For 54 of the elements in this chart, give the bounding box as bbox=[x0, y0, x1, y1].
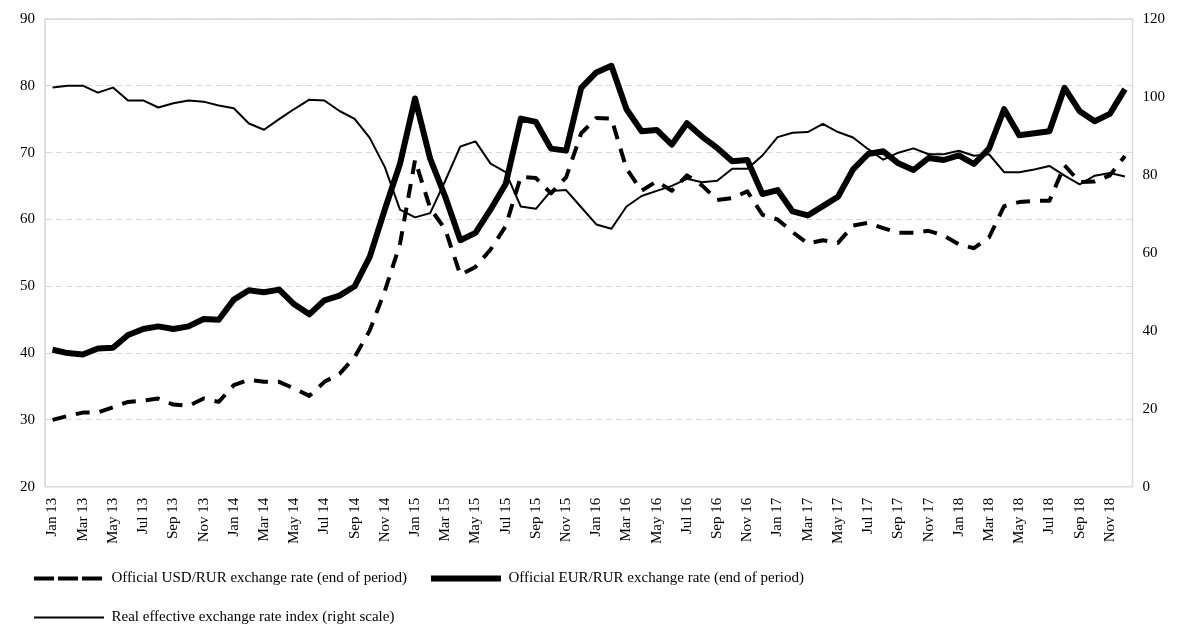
y-tick-label: 60 bbox=[20, 210, 35, 227]
x-tick-label: Jul 17 bbox=[859, 497, 876, 535]
x-tick-label: Jan 13 bbox=[43, 497, 60, 537]
x-tick-label: Jul 15 bbox=[496, 497, 513, 535]
x-tick-label: Jan 18 bbox=[949, 497, 966, 537]
x-tick-label: Mar 16 bbox=[617, 497, 634, 542]
x-tick-label: Sep 16 bbox=[708, 497, 725, 539]
y-tick-label: 80 bbox=[20, 76, 35, 93]
legend-label: Official EUR/RUR exchange rate (end of period) bbox=[508, 569, 804, 587]
y2-tick-label: 80 bbox=[1142, 165, 1158, 182]
x-tick-label: Nov 17 bbox=[919, 497, 936, 543]
x-tick-label: Sep 15 bbox=[526, 497, 543, 539]
x-tick-label: Mar 17 bbox=[798, 497, 815, 542]
x-tick-label: Jan 15 bbox=[405, 497, 422, 537]
y-tick-label: 70 bbox=[20, 143, 35, 160]
x-tick-label: May 14 bbox=[285, 497, 302, 544]
y2-tick-label: 60 bbox=[1142, 243, 1158, 260]
x-tick-label: Mar 15 bbox=[436, 497, 453, 542]
x-tick-label: May 13 bbox=[103, 497, 120, 544]
legend-label: Official USD/RUR exchange rate (end of period) bbox=[111, 569, 407, 587]
y2-tick-label: 20 bbox=[1142, 399, 1158, 416]
x-tick-label: Nov 18 bbox=[1100, 497, 1117, 543]
x-tick-label: Mar 18 bbox=[979, 497, 996, 542]
x-tick-label: Nov 14 bbox=[375, 497, 392, 543]
x-tick-label: Nov 15 bbox=[557, 497, 574, 543]
y-tick-label: 50 bbox=[20, 277, 35, 294]
y-tick-label: 30 bbox=[20, 410, 35, 427]
x-tick-label: Jul 13 bbox=[134, 497, 151, 535]
y2-tick-label: 40 bbox=[1142, 321, 1158, 338]
x-tick-label: Sep 13 bbox=[164, 497, 181, 539]
x-tick-label: May 17 bbox=[828, 497, 845, 544]
y-tick-label: 90 bbox=[20, 9, 35, 26]
y-tick-label: 20 bbox=[20, 477, 35, 494]
x-tick-label: Sep 14 bbox=[345, 497, 362, 539]
x-tick-label: Jan 16 bbox=[587, 497, 604, 537]
x-tick-label: Jul 14 bbox=[315, 497, 332, 535]
x-tick-label: Nov 16 bbox=[738, 497, 755, 543]
x-tick-label: Mar 13 bbox=[73, 497, 90, 542]
x-tick-label: Nov 13 bbox=[194, 497, 211, 543]
x-tick-label: May 15 bbox=[466, 497, 483, 544]
x-tick-label: Sep 18 bbox=[1070, 497, 1087, 539]
x-tick-label: May 18 bbox=[1010, 497, 1027, 544]
x-tick-label: Jul 18 bbox=[1040, 497, 1057, 535]
x-tick-label: Sep 17 bbox=[889, 497, 906, 539]
legend-label: Real effective exchange rate index (right scale) bbox=[111, 608, 395, 626]
y2-tick-label: 100 bbox=[1142, 87, 1165, 104]
y-tick-label: 40 bbox=[20, 344, 35, 361]
y2-tick-label: 0 bbox=[1142, 477, 1150, 494]
x-tick-label: Jul 16 bbox=[677, 497, 694, 535]
x-tick-label: Jan 14 bbox=[224, 497, 241, 537]
x-tick-label: May 16 bbox=[647, 497, 664, 544]
x-tick-label: Jan 17 bbox=[768, 497, 785, 537]
x-tick-label: Mar 14 bbox=[254, 497, 271, 542]
y2-tick-label: 120 bbox=[1142, 9, 1165, 26]
